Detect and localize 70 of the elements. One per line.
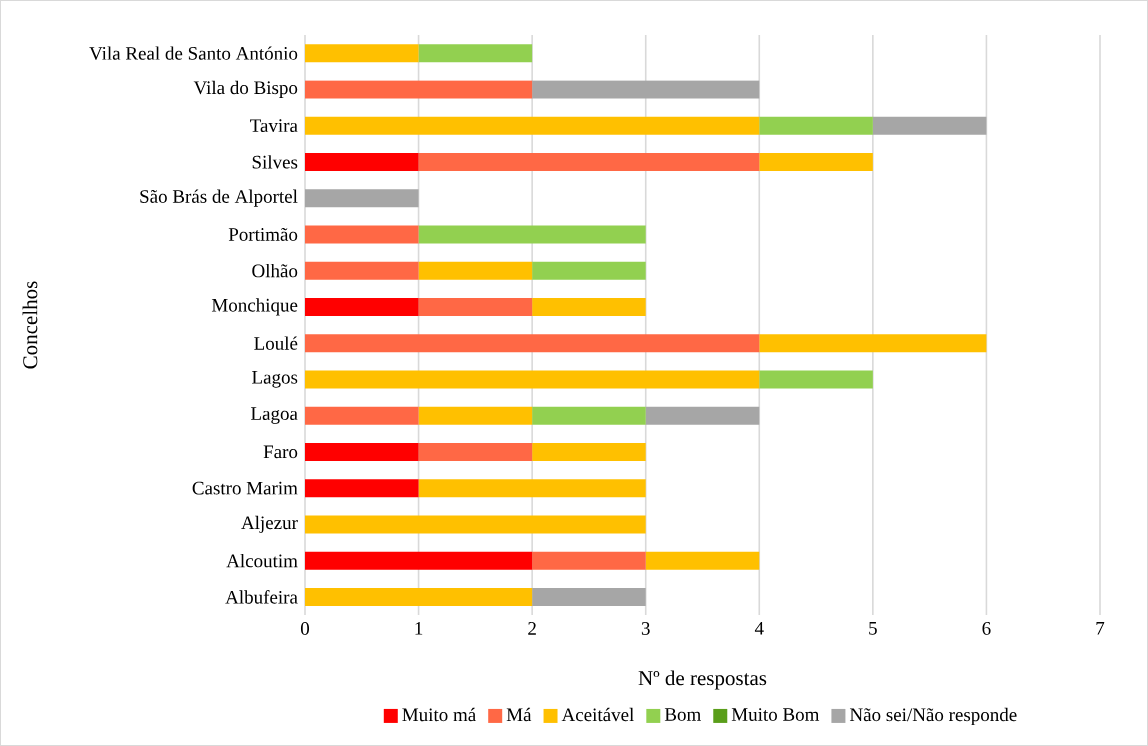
legend-label: Não sei/Não responde	[849, 707, 1017, 726]
bar	[305, 189, 419, 208]
bar	[759, 370, 873, 389]
y-tick-label: Faro	[263, 445, 298, 459]
bar	[305, 116, 760, 135]
y-tick-label: Portimão	[228, 227, 298, 241]
bar	[305, 261, 419, 280]
bar	[305, 334, 760, 353]
bar	[418, 297, 533, 316]
legend-label: Muito má	[402, 707, 476, 722]
bar	[532, 297, 646, 316]
x-tick-label: 6	[982, 622, 991, 635]
bar	[872, 116, 987, 135]
bar	[645, 551, 760, 570]
bar	[418, 152, 760, 171]
x-axis-title: Nº de respostas	[638, 670, 767, 690]
x-tick-label: 1	[415, 622, 423, 635]
bar	[418, 44, 533, 63]
bar	[305, 406, 419, 425]
bar	[532, 587, 646, 606]
bar	[418, 479, 646, 498]
bar	[305, 551, 533, 570]
bar	[532, 406, 646, 425]
legend-label: Muito Bom	[731, 708, 820, 721]
bar	[645, 406, 760, 425]
bar	[305, 44, 419, 63]
legend-label: Má	[506, 707, 532, 722]
bar	[532, 261, 646, 280]
y-tick-label: Albufeira	[225, 590, 298, 604]
y-tick-label: Vila do Bispo	[193, 80, 298, 98]
x-tick-label: 4	[754, 622, 764, 635]
x-tick-label: 3	[641, 622, 650, 635]
x-tick-label: 2	[528, 622, 536, 635]
bar	[532, 442, 646, 461]
y-tick-label: Loulé	[254, 336, 298, 350]
bar	[759, 116, 873, 135]
y-axis-title: Concelhos	[22, 281, 38, 369]
bar	[418, 442, 533, 461]
bar	[759, 152, 873, 171]
y-tick-label: Alcoutim	[226, 553, 298, 568]
y-tick-label: Aljezur	[241, 515, 298, 533]
bar	[418, 225, 646, 244]
bar	[305, 587, 533, 606]
bar	[305, 80, 533, 99]
y-tick-label: Tavira	[250, 119, 298, 133]
bar	[305, 515, 646, 534]
y-tick-label: Lagoa	[250, 407, 298, 424]
bar	[305, 442, 419, 461]
bar	[418, 406, 533, 425]
bar	[305, 370, 760, 389]
bar	[305, 479, 419, 498]
bar	[418, 261, 533, 280]
bar	[305, 297, 419, 316]
x-tick-label: 5	[869, 622, 877, 635]
y-tick-label: Vila Real de Santo António	[89, 46, 298, 60]
y-tick-label: Olhão	[252, 263, 298, 278]
x-tick-label: 0	[300, 622, 310, 635]
y-tick-label: Silves	[252, 155, 298, 169]
bar	[759, 334, 987, 353]
legend-label: Bom	[664, 708, 701, 721]
legend-label: Aceitável	[561, 707, 634, 722]
bar	[532, 80, 760, 99]
bar	[305, 225, 419, 244]
x-tick-label: 7	[1096, 622, 1105, 635]
y-tick-label: Castro Marim	[192, 481, 298, 495]
y-tick-label: São Brás de Alportel	[140, 189, 298, 207]
y-tick-label: Lagos	[252, 371, 298, 388]
y-tick-label: Monchique	[211, 298, 298, 316]
bar	[305, 152, 419, 171]
bar	[532, 551, 646, 570]
